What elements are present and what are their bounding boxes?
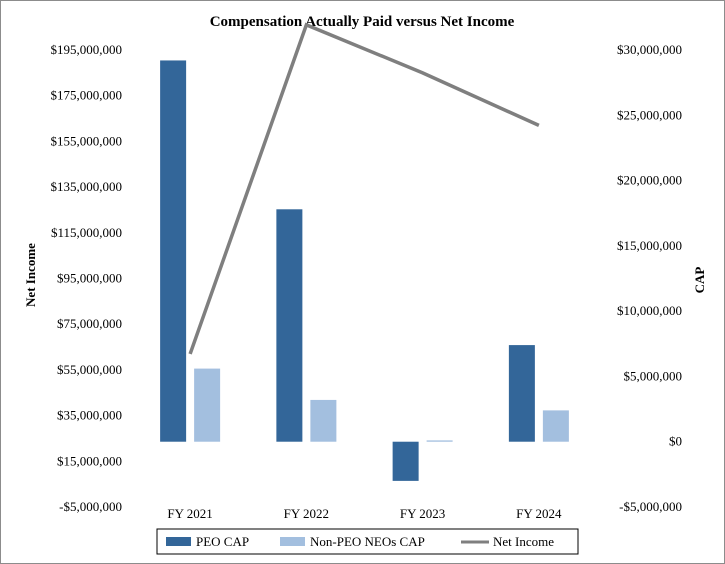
bar-non-peo-neos-cap	[194, 368, 221, 442]
left-tick-label: $55,000,000	[57, 362, 122, 377]
left-axis-label: Net Income	[23, 243, 38, 307]
left-tick-label: $175,000,000	[51, 88, 123, 103]
category-label: FY 2022	[284, 506, 329, 521]
legend-swatch	[280, 537, 305, 546]
right-tick-label: $10,000,000	[617, 303, 682, 318]
left-tick-label: $15,000,000	[57, 453, 122, 468]
category-label: FY 2023	[400, 506, 445, 521]
left-tick-label: $95,000,000	[57, 271, 122, 286]
bar-non-peo-neos-cap	[310, 399, 337, 442]
right-tick-label: $25,000,000	[617, 107, 682, 122]
legend-label: Non-PEO NEOs CAP	[310, 534, 425, 549]
bar-peo-cap	[160, 60, 187, 442]
line-series	[188, 22, 540, 355]
bar-non-peo-neos-cap	[426, 440, 453, 442]
bar-series	[160, 60, 569, 481]
left-tick-label: $115,000,000	[51, 225, 122, 240]
legend-swatch	[166, 537, 191, 546]
legend-label: PEO CAP	[196, 534, 249, 549]
chart-title: Compensation Actually Paid versus Net In…	[210, 14, 515, 30]
left-tick-label: -$5,000,000	[59, 499, 122, 514]
left-tick-label: $35,000,000	[57, 408, 122, 423]
right-tick-label: $5,000,000	[624, 368, 683, 383]
category-axis-labels: FY 2021 FY 2022 FY 2023 FY 2024	[167, 506, 562, 521]
left-tick-label: $75,000,000	[57, 316, 122, 331]
bar-peo-cap	[508, 345, 535, 442]
right-tick-label: $30,000,000	[617, 42, 682, 57]
right-axis-ticks: $30,000,000 $25,000,000 $20,000,000 $15,000…	[617, 42, 682, 514]
category-label: FY 2021	[167, 506, 212, 521]
legend: PEO CAP Non-PEO NEOs CAP Net Income	[156, 528, 579, 555]
legend-box	[156, 528, 579, 555]
right-tick-label: $15,000,000	[617, 238, 682, 253]
right-axis-label: CAP	[692, 267, 707, 294]
left-axis-ticks: $195,000,000 $175,000,000 $155,000,000 $135…	[51, 42, 123, 514]
bar-peo-cap	[276, 209, 303, 442]
net-income-line	[188, 22, 540, 355]
left-tick-label: $155,000,000	[51, 133, 123, 148]
right-tick-label: $0	[669, 434, 682, 449]
right-tick-label: $20,000,000	[617, 173, 682, 188]
right-tick-label: -$5,000,000	[619, 499, 682, 514]
bar-non-peo-neos-cap	[542, 410, 569, 442]
left-tick-label: $135,000,000	[51, 179, 123, 194]
bar-peo-cap	[392, 441, 419, 481]
left-tick-label: $195,000,000	[51, 42, 123, 57]
legend-label: Net Income	[493, 534, 554, 549]
category-label: FY 2024	[516, 506, 562, 521]
